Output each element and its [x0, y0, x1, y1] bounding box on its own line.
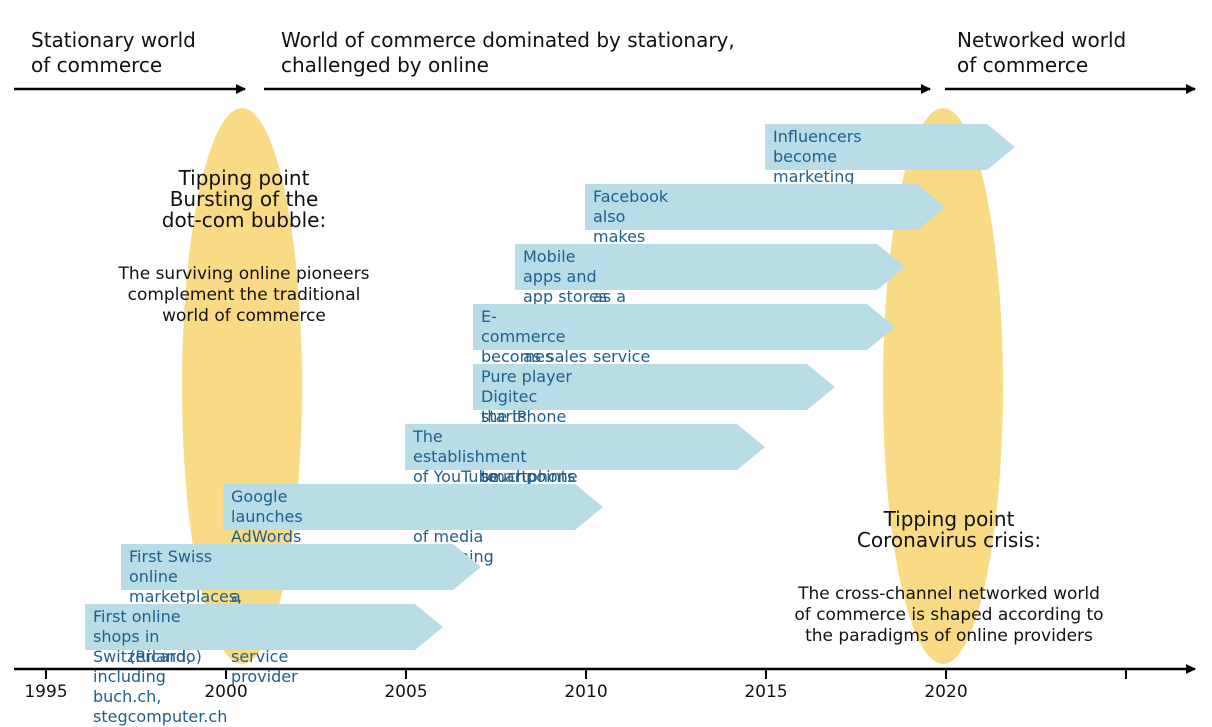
- tipping-point-dotcom: Tipping point Bursting of the dot-com bu…: [104, 149, 384, 346]
- axis-ticks: [45, 669, 1127, 679]
- milestone-arrow-shape: [473, 304, 895, 350]
- axis-year-label: 2000: [204, 682, 248, 702]
- phase-label-stationary: Stationary world of commerce: [31, 28, 196, 77]
- tipping-point-corona-body: The cross-channel networked world of com…: [794, 584, 1104, 646]
- milestone-arrow-shape: [85, 604, 443, 650]
- tipping-point-dotcom-heading: Tipping point Bursting of the dot-com bu…: [161, 166, 327, 232]
- phase-label-dominated: World of commerce dominated by stationar…: [281, 28, 735, 77]
- milestone-arrow-shape: [515, 244, 905, 290]
- tipping-point-corona: Tipping point Coronavirus crisis: The cr…: [772, 490, 1126, 666]
- milestone-arrow-shape: [121, 544, 481, 590]
- milestone-arrow-shape: [405, 424, 765, 470]
- axis-year-label: 2015: [744, 682, 788, 702]
- milestone-arrow-shape: [765, 124, 1015, 170]
- phase-label-networked: Networked world of commerce: [957, 28, 1127, 77]
- milestone-arrow-shape: [473, 364, 835, 410]
- axis-year-label: 2005: [384, 682, 428, 702]
- tipping-point-corona-heading: Tipping point Coronavirus crisis:: [856, 507, 1042, 552]
- tipping-point-ellipse-2020: [883, 108, 1003, 664]
- axis-year-label: 1995: [24, 682, 68, 702]
- milestone-text: First online shops in Switzerland, inclu…: [93, 607, 228, 726]
- axis-year-label: 2020: [924, 682, 968, 702]
- axis-year-label: 2010: [564, 682, 608, 702]
- milestone-arrow-shape: [223, 484, 603, 530]
- tipping-point-dotcom-body: The surviving online pioneers complement…: [118, 264, 370, 326]
- milestone-arrow-shape: [585, 184, 945, 230]
